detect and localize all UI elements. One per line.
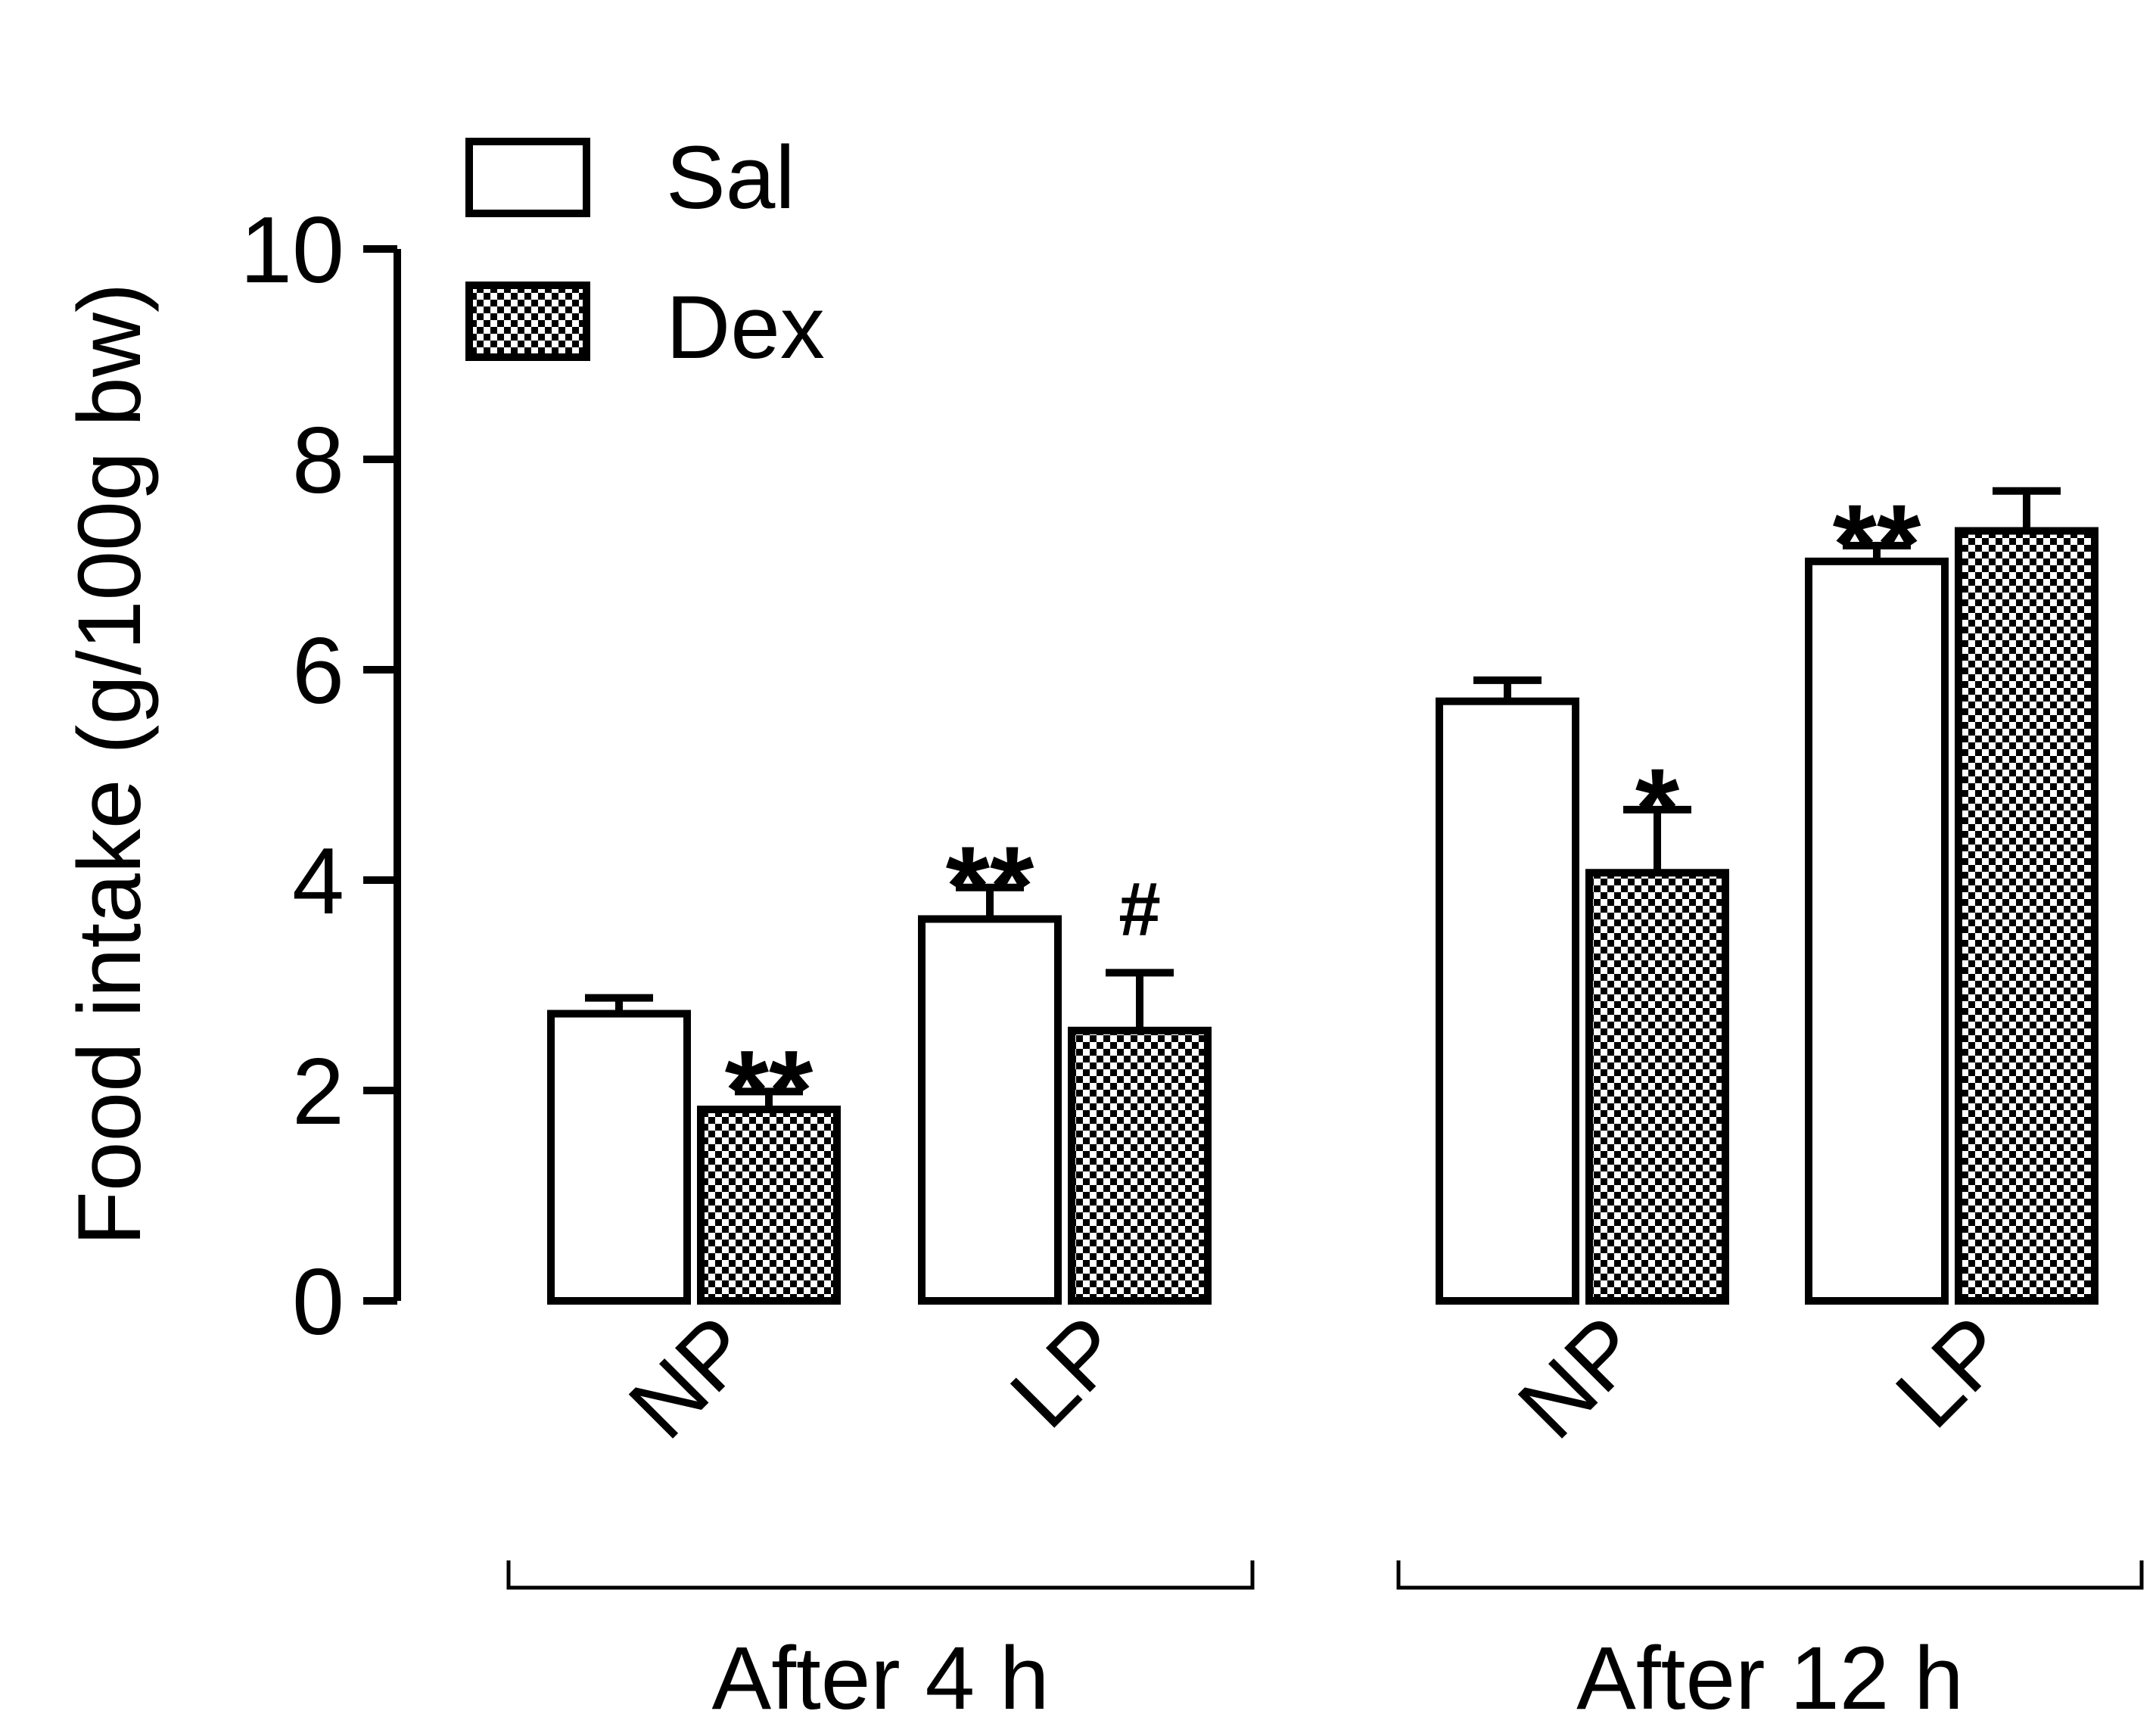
x-category-label-np-1: NP (1499, 1297, 1660, 1458)
bar-sal-3 (1805, 557, 1949, 1305)
x-category-label-lp-0: LP (991, 1297, 1142, 1448)
group-label-0: After 4 h (711, 1629, 1049, 1728)
y-tick-label-8: 8 (292, 409, 344, 513)
bar-sal-0 (547, 1010, 691, 1305)
significance-marker-0: ** (725, 1026, 814, 1153)
significance-marker-4: ** (1833, 481, 1921, 608)
y-tick-label-10: 10 (240, 198, 344, 303)
y-tick-label-2: 2 (292, 1040, 344, 1144)
x-category-label-np-0: NP (610, 1297, 771, 1458)
legend-label-dex: Dex (666, 278, 825, 378)
y-tick-label-0: 0 (292, 1250, 344, 1355)
legend-label-sal: Sal (666, 128, 795, 228)
y-axis: 0 2 4 6 8 10 (240, 198, 401, 1355)
bar-dex-3 (1955, 527, 2098, 1305)
legend-swatch-dex (465, 282, 590, 361)
legend: Sal Dex (465, 128, 825, 378)
bar-dex-1 (1068, 1026, 1212, 1305)
y-tick-label-6: 6 (292, 619, 344, 723)
bar-sal-2 (1436, 697, 1579, 1305)
bar-dex-0 (697, 1106, 841, 1305)
x-category-label-lp-1: LP (1877, 1297, 2027, 1448)
group-bracket-1 (1396, 1560, 2144, 1590)
y-tick-label-4: 4 (292, 829, 344, 934)
bars: **** #*** (547, 481, 2098, 1305)
significance-marker-3: * (1635, 745, 1680, 872)
group-bracket-0 (506, 1560, 1255, 1590)
bar-dex-2 (1585, 869, 1729, 1305)
x-category-labels: NP LP NP LP (610, 1297, 2027, 1458)
bar-sal-1 (918, 915, 1062, 1305)
group-brackets: After 4 h After 12 h (506, 1560, 2144, 1728)
group-label-1: After 12 h (1576, 1629, 1964, 1728)
significance-marker-1: ** (946, 823, 1034, 950)
legend-swatch-sal (465, 138, 590, 217)
significance-marker-2: # (1118, 866, 1161, 951)
y-axis-title: Food intake (g/100g bw) (60, 283, 160, 1246)
